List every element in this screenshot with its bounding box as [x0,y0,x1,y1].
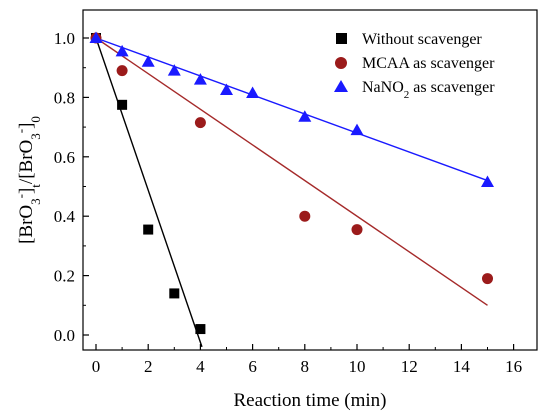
point-triangle [141,55,155,67]
point-triangle [167,64,181,76]
x-tick-label: 12 [401,357,418,376]
point-circle [116,65,128,77]
legend-marker-triangle [334,80,348,92]
point-triangle [89,31,103,43]
fit-lines [95,37,488,348]
x-tick-label: 2 [144,357,153,376]
point-circle [299,210,311,222]
point-square [117,99,128,110]
x-tick-label: 4 [196,357,205,376]
legend-label-mcaa: MCAA as scavenger [362,55,495,72]
point-triangle [193,73,207,85]
x-tick-label: 14 [453,357,471,376]
point-circle [351,224,363,236]
y-tick-label: 0.2 [54,267,75,286]
fit-line-series-2 [95,37,488,182]
y-tick-label: 0.4 [54,207,76,226]
x-tick-label: 10 [349,357,366,376]
point-circle [194,117,206,129]
point-square [143,224,154,235]
point-triangle [115,44,129,57]
x-tick-label: 8 [301,357,310,376]
point-square [169,288,180,299]
point-circle [482,273,493,285]
y-tick-label: 0.0 [54,326,75,345]
y-tick-label: 0.6 [54,148,75,167]
x-axis-title: Reaction time (min) [233,390,386,411]
fit-line-series-0 [95,37,203,348]
legend-marker-square [336,33,347,44]
point-triangle [481,175,494,188]
fit-line-series-1 [95,37,488,306]
x-tick-label: 16 [505,357,522,376]
legend-label-nano2: NaNO2 as scavenger [362,79,495,101]
x-tick-label: 0 [92,357,101,376]
point-triangle [220,83,233,95]
y-axis: 0.0 0.2 0.4 0.6 0.8 1.0 [54,29,89,345]
data-points [89,31,494,335]
legend-label-without-scavenger: Without scavenger [362,31,482,48]
x-axis: 0 2 4 6 8 10 12 14 16 [92,344,522,376]
point-square [195,324,206,335]
x-tick-label: 6 [248,357,257,376]
legend: Without scavenger MCAA as scavenger NaNO… [334,31,495,101]
point-triangle [298,110,312,122]
legend-marker-circle [335,57,347,69]
point-triangle [350,123,364,136]
y-axis-title: [BrO3-]t/[BrO3-]0 [13,116,43,244]
y-tick-label: 0.8 [54,88,75,107]
point-triangle [246,86,260,98]
plot-frame [82,9,538,351]
y-tick-label: 1.0 [54,29,75,48]
